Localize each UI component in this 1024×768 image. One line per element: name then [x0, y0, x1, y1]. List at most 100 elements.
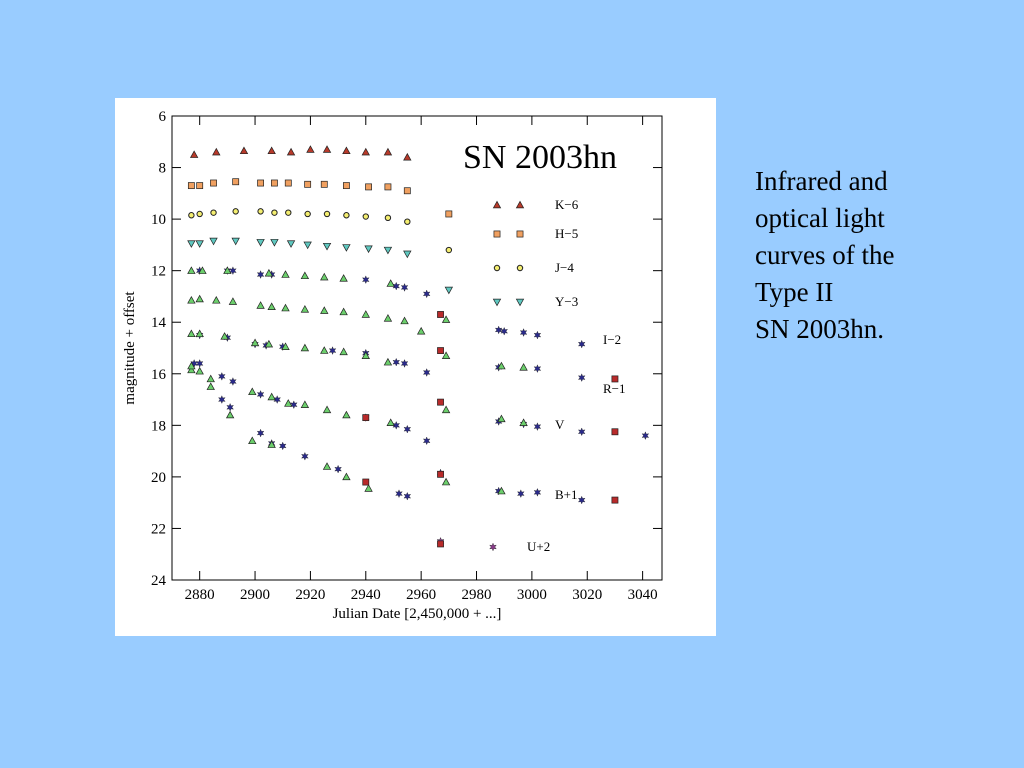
- data-point: [320, 272, 329, 281]
- chart-title: SN 2003hn: [463, 139, 617, 176]
- data-point: [256, 390, 265, 399]
- data-point: [400, 283, 409, 292]
- data-point: [322, 242, 332, 251]
- data-point: [320, 180, 328, 188]
- legend-marker: [516, 230, 524, 238]
- data-point: [198, 266, 207, 274]
- data-point: [362, 275, 370, 285]
- data-point: [195, 366, 204, 375]
- data-point: [301, 451, 309, 461]
- data-point: [519, 328, 528, 337]
- data-point: [187, 361, 196, 370]
- y-tick-label: 10: [151, 212, 166, 228]
- data-point: [286, 147, 296, 156]
- text-line: optical light: [755, 203, 885, 233]
- data-point: [392, 357, 400, 367]
- data-point: [383, 246, 393, 255]
- data-point: [364, 245, 373, 254]
- data-point: [362, 478, 370, 486]
- data-point: [403, 152, 412, 161]
- data-point: [422, 436, 431, 446]
- data-point: [339, 347, 348, 356]
- plot-frame: [171, 115, 663, 581]
- data-point: [232, 208, 239, 215]
- data-point: [441, 351, 451, 359]
- data-point: [195, 294, 204, 303]
- legend-marker: [515, 200, 525, 209]
- data-point: [220, 332, 229, 340]
- data-point: [256, 301, 265, 309]
- data-point: [577, 373, 586, 382]
- data-point: [256, 270, 265, 279]
- data-point: [196, 182, 204, 190]
- data-point: [212, 295, 221, 304]
- data-point: [361, 147, 370, 156]
- data-point: [362, 213, 369, 220]
- data-point: [322, 405, 332, 414]
- data-point: [225, 410, 235, 419]
- data-point: [303, 241, 312, 250]
- data-point: [189, 150, 199, 158]
- data-point: [494, 325, 503, 335]
- data-point: [500, 326, 508, 336]
- x-tick-label: 2960: [406, 587, 436, 603]
- y-tick-label: 14: [151, 315, 167, 331]
- y-tick-label: 22: [151, 521, 166, 537]
- data-point: [267, 302, 276, 310]
- y-tick-label: 24: [151, 573, 167, 589]
- legend-label: K−6: [555, 197, 579, 212]
- data-point: [400, 359, 409, 368]
- data-point: [218, 395, 226, 404]
- data-point: [281, 303, 290, 312]
- data-point: [342, 182, 350, 190]
- data-point: [328, 346, 337, 355]
- data-point: [281, 270, 290, 278]
- data-point: [206, 382, 215, 390]
- y-tick-label: 8: [159, 161, 167, 177]
- data-point: [361, 351, 370, 359]
- data-point: [383, 147, 393, 156]
- data-point: [248, 387, 257, 396]
- data-point: [209, 237, 218, 246]
- data-point: [264, 268, 274, 277]
- legend-label: J−4: [555, 260, 574, 275]
- x-tick-label: 3000: [517, 587, 547, 603]
- data-point: [306, 145, 315, 153]
- data-point: [267, 440, 276, 448]
- data-point: [497, 361, 506, 370]
- data-point: [361, 310, 370, 318]
- data-point: [229, 266, 237, 276]
- data-point: [256, 428, 265, 438]
- data-point: [286, 240, 296, 248]
- data-point: [187, 240, 196, 248]
- x-tick-label: 2980: [462, 587, 492, 603]
- data-point: [334, 464, 342, 474]
- legend-marker: [492, 200, 502, 209]
- data-point: [339, 307, 348, 316]
- data-point: [271, 179, 278, 187]
- data-point: [284, 399, 293, 407]
- x-tick-label: 2900: [240, 587, 270, 603]
- data-point: [497, 486, 506, 495]
- legend-label: Y−3: [555, 294, 578, 309]
- data-point: [210, 179, 217, 187]
- y-axis-label: magnitude + offset: [122, 291, 138, 405]
- data-point: [365, 183, 372, 191]
- data-point: [386, 279, 395, 287]
- legend-marker: [516, 264, 524, 272]
- data-point: [364, 484, 373, 492]
- data-point: [577, 339, 586, 349]
- legend-label: H−5: [555, 226, 578, 241]
- data-point: [232, 178, 240, 186]
- data-point: [342, 472, 351, 481]
- data-point: [441, 477, 451, 486]
- data-point: [384, 214, 392, 222]
- data-point: [187, 295, 196, 304]
- data-point: [343, 212, 350, 219]
- data-point: [231, 237, 240, 246]
- data-point: [195, 359, 204, 368]
- y-tick-label: 12: [151, 264, 166, 280]
- data-point: [284, 179, 292, 187]
- data-point: [248, 436, 257, 445]
